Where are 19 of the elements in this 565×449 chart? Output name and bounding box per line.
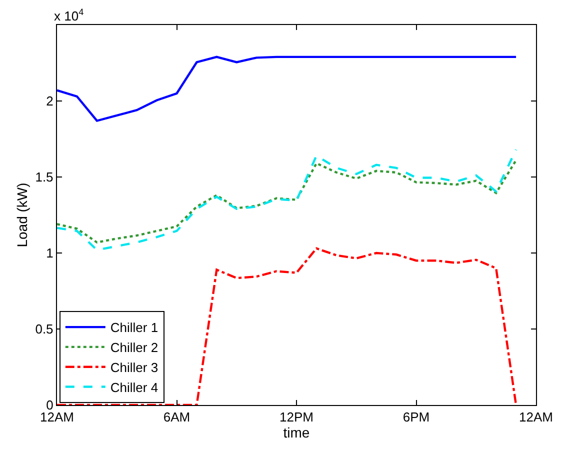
line-series [57, 148, 518, 252]
y-tick-label: 0.5 [35, 322, 54, 337]
x-tick-label: 6PM [402, 410, 430, 425]
line-series [57, 159, 518, 244]
y-tick-label: 1.5 [35, 170, 54, 185]
legend-label: Chiller 2 [110, 340, 158, 356]
x-tick-label: 12AM [519, 410, 553, 425]
legend-label: Chiller 3 [110, 360, 158, 375]
line-series [57, 247, 518, 405]
line-series [57, 56, 518, 122]
y-tick-label: 1 [46, 246, 54, 261]
x-tick-label: 6AM [163, 410, 190, 425]
x-axis-title: time [283, 424, 310, 441]
x-tick-label: 12PM [280, 410, 314, 425]
legend-label: Chiller 1 [110, 320, 158, 336]
text: x 10$^{4}$ [54, 7, 84, 24]
y-tick-label: 2 [46, 94, 54, 109]
y-axis-title: Load (kW) [14, 182, 30, 248]
legend-label: Chiller 4 [110, 380, 158, 395]
